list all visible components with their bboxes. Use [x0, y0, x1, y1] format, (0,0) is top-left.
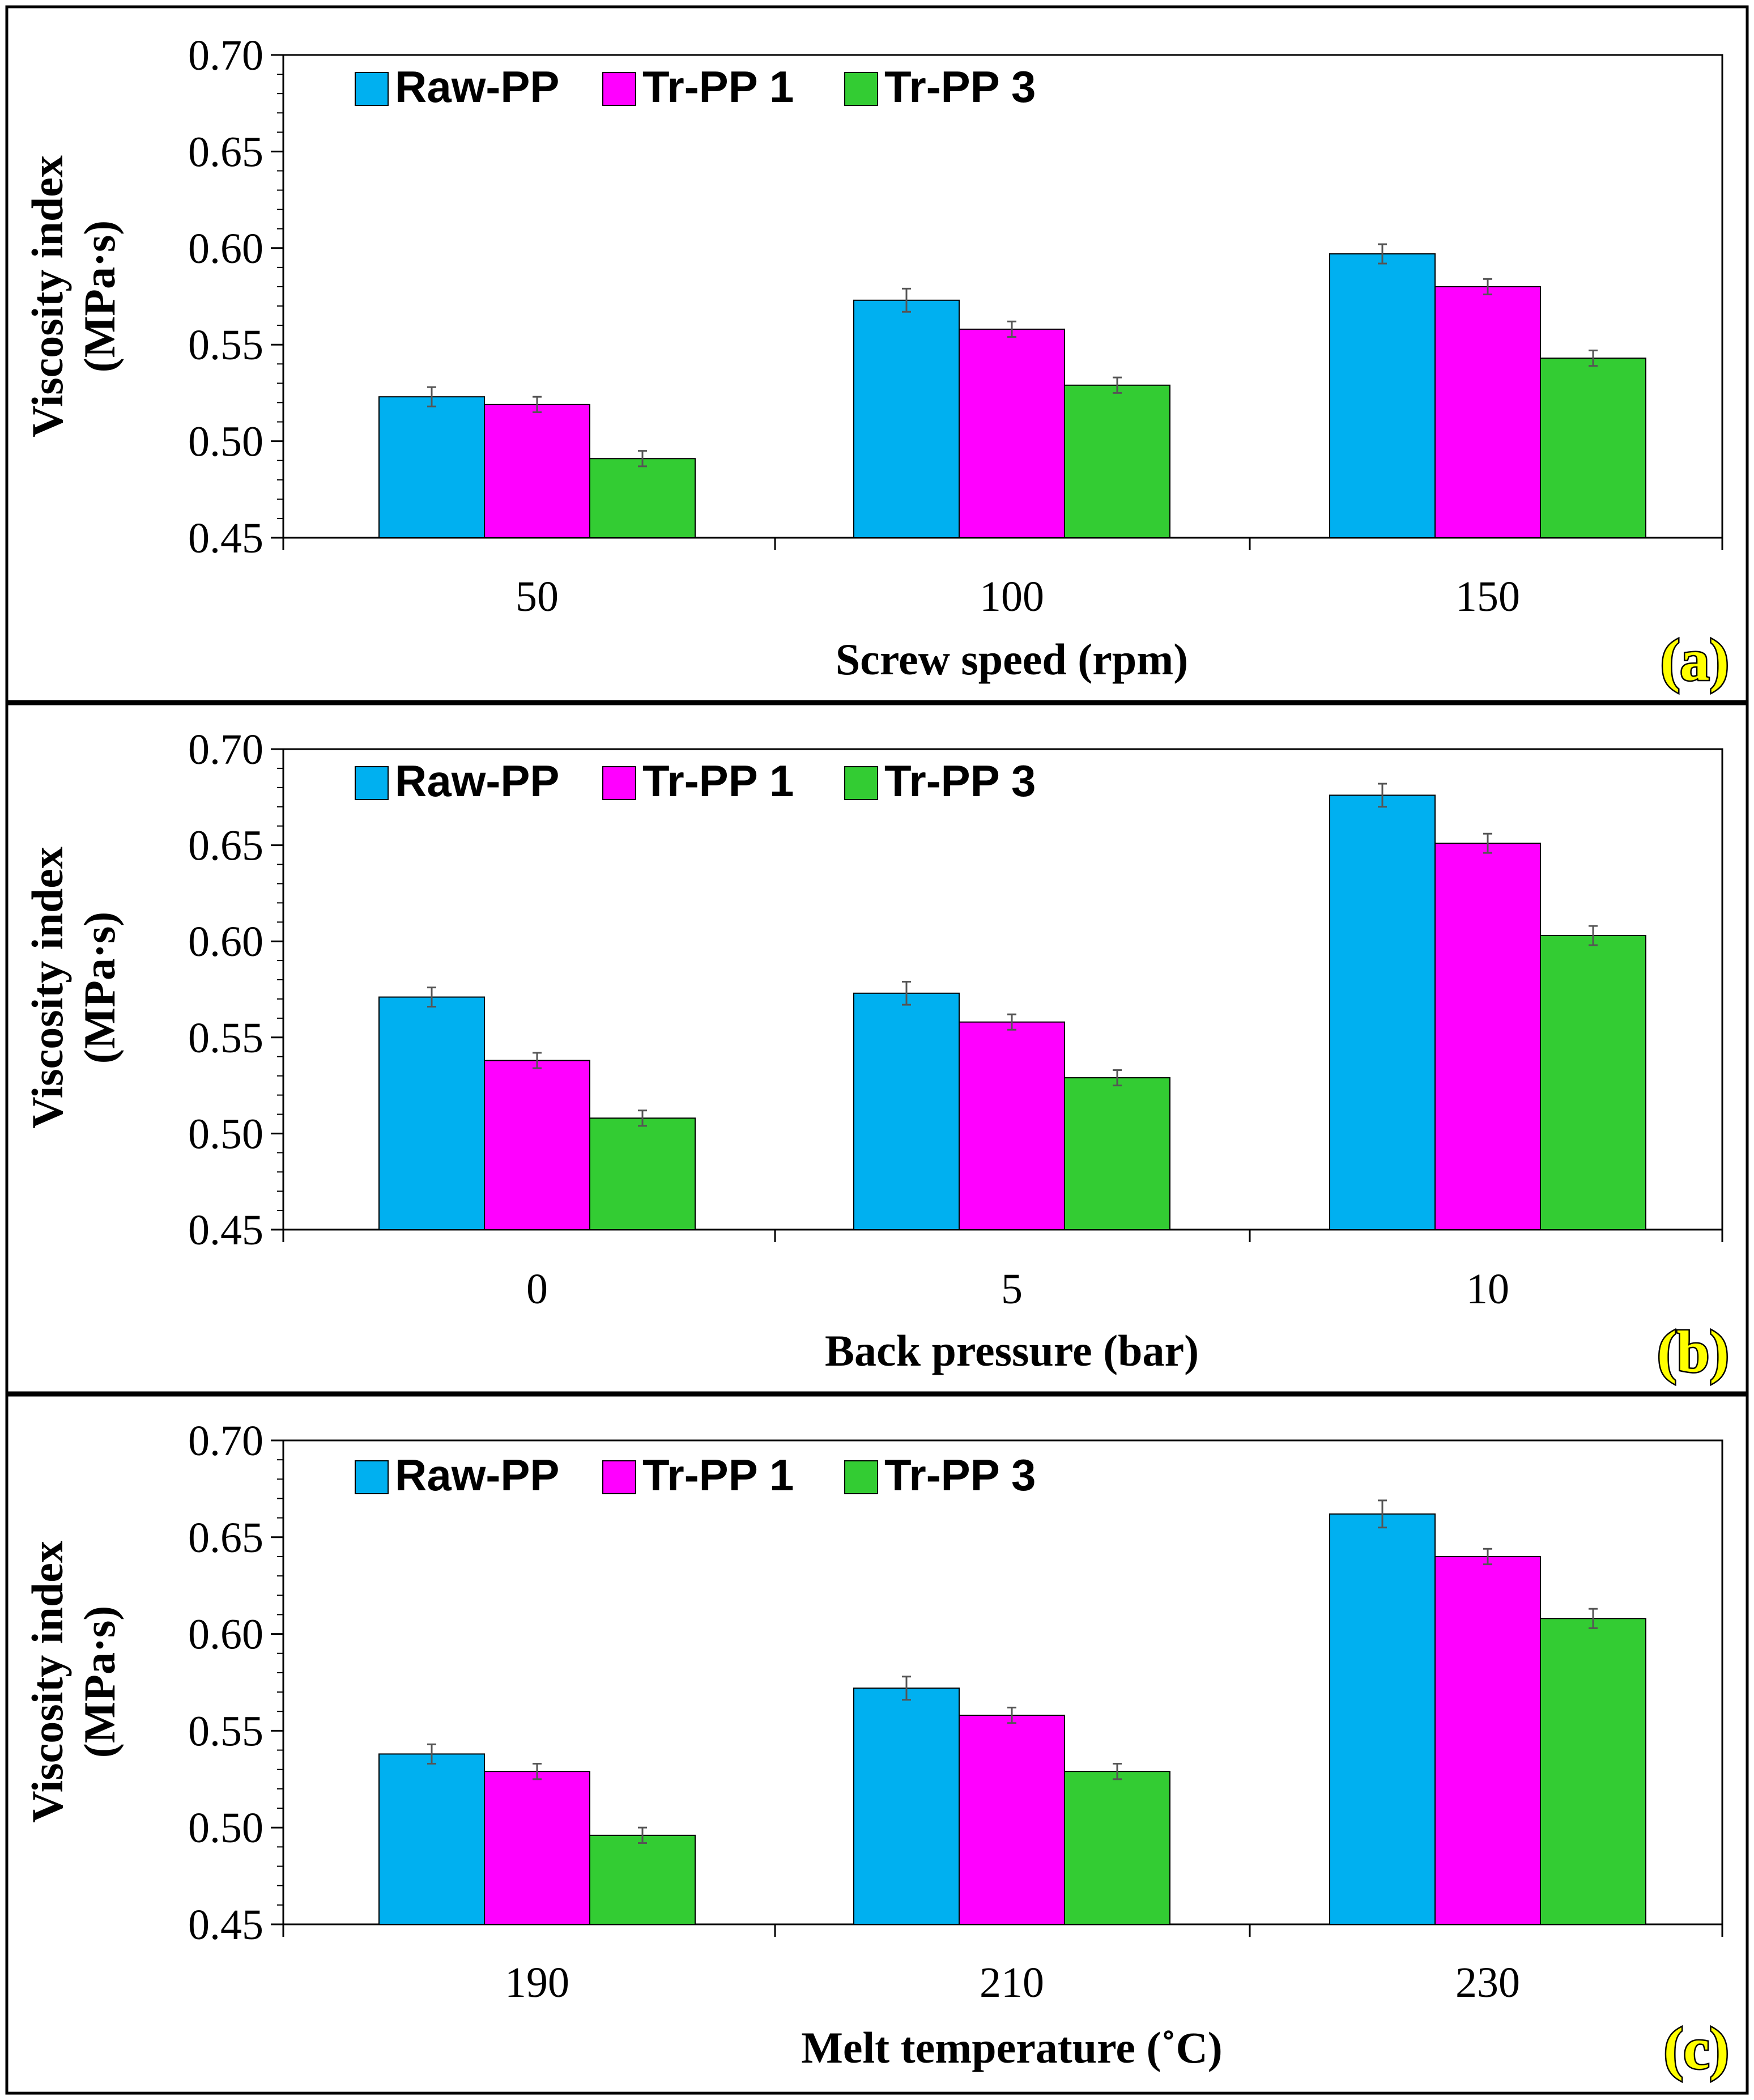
legend-swatch [355, 72, 389, 106]
legend-label: Tr-PP 1 [642, 756, 794, 806]
legend-swatch [355, 1460, 389, 1494]
y-tick-label: 0.65 [188, 1514, 263, 1562]
x-tick-label: 210 [980, 1959, 1044, 2007]
y-tick-label: 0.60 [188, 918, 263, 966]
x-tick-label: 0 [526, 1265, 548, 1313]
y-tick-label: 0.50 [188, 418, 263, 466]
bar-tr-pp-1 [959, 1021, 1065, 1230]
y-axis-title-line1: Viscosity index [23, 155, 72, 437]
legend-label: Raw-PP [395, 62, 559, 112]
y-tick-label: 0.55 [188, 1707, 263, 1755]
y-axis-title-line2: (MPa·s) [75, 1606, 124, 1758]
bar-tr-pp-3 [589, 1834, 696, 1925]
y-tick-label: 0.55 [188, 321, 263, 369]
bar-tr-pp-3 [589, 458, 696, 538]
bar-tr-pp-1 [1434, 286, 1541, 538]
x-tick-label: 100 [980, 573, 1044, 620]
legend-label: Tr-PP 3 [884, 756, 1036, 806]
bar-tr-pp-1 [1434, 843, 1541, 1230]
y-tick-label: 0.70 [188, 726, 263, 773]
legend-swatch [602, 72, 636, 106]
bar-raw-pp [1329, 794, 1436, 1230]
bar-tr-pp-1 [484, 1771, 590, 1925]
legend-swatch [602, 766, 636, 800]
bar-tr-pp-3 [1540, 935, 1646, 1230]
legend-swatch [844, 766, 878, 800]
bar-tr-pp-1 [959, 328, 1065, 538]
bar-raw-pp [1329, 253, 1436, 538]
y-tick-label: 0.55 [188, 1014, 263, 1062]
x-tick-label: 10 [1466, 1265, 1509, 1313]
panel-frame [5, 1394, 1749, 2095]
y-tick-label: 0.60 [188, 1611, 263, 1659]
bar-raw-pp [378, 996, 485, 1230]
bar-tr-pp-3 [1064, 1077, 1170, 1230]
y-tick-label: 0.60 [188, 225, 263, 273]
legend-label: Tr-PP 1 [642, 1450, 794, 1500]
y-tick-label: 0.50 [188, 1804, 263, 1852]
bar-tr-pp-1 [484, 403, 590, 539]
bar-tr-pp-3 [589, 1117, 696, 1230]
panel-frame [5, 5, 1749, 703]
x-tick-label: 5 [1001, 1265, 1023, 1313]
y-axis-title: Viscosity index (MPa·s) [23, 1541, 124, 1823]
bar-raw-pp [378, 1753, 485, 1925]
y-tick-label: 0.45 [188, 515, 263, 562]
y-tick-label: 0.65 [188, 128, 263, 176]
bar-tr-pp-3 [1540, 358, 1646, 539]
panel-label: (b) [1657, 1319, 1729, 1384]
x-tick-label: 190 [505, 1959, 569, 2007]
legend-label: Raw-PP [395, 756, 559, 806]
y-tick-label: 0.45 [188, 1901, 263, 1949]
y-axis-title-line1: Viscosity index [23, 847, 72, 1129]
panel-a: 0.45 0.50 0.55 0.60 0.65 0.70 50 100 150 Screw sp… [0, 0, 1754, 703]
bar-raw-pp [853, 299, 960, 538]
x-axis-title: Melt temperature (˚C) [801, 2023, 1223, 2072]
chart-c: 0.45 0.50 0.55 0.60 0.65 0.70 190 210 230 Melt te… [5, 1394, 1749, 2095]
legend-label: Tr-PP 1 [642, 62, 794, 112]
bar-tr-pp-1 [959, 1715, 1065, 1925]
bar-tr-pp-3 [1540, 1618, 1646, 1925]
bar-tr-pp-1 [484, 1060, 590, 1231]
legend-swatch [602, 1460, 636, 1494]
panel-b: 0.45 0.50 0.55 0.60 0.65 0.70 0 5 10 Back pressur… [0, 703, 1754, 1394]
x-tick-label: 150 [1455, 573, 1520, 620]
y-axis-title: Viscosity index (MPa·s) [23, 847, 124, 1129]
y-tick-label: 0.70 [188, 32, 263, 79]
x-axis-title: Back pressure (bar) [825, 1326, 1199, 1375]
y-tick-label: 0.50 [188, 1110, 263, 1158]
bar-tr-pp-3 [1064, 384, 1170, 538]
panel-label: (c) [1664, 2016, 1729, 2081]
legend-label: Tr-PP 3 [884, 1450, 1036, 1500]
y-tick-label: 0.70 [188, 1417, 263, 1465]
legend-swatch [844, 72, 878, 106]
y-tick-label: 0.65 [188, 822, 263, 870]
x-axis-title: Screw speed (rpm) [836, 635, 1188, 684]
bar-raw-pp [853, 1687, 960, 1925]
legend-label: Raw-PP [395, 1450, 559, 1500]
bar-raw-pp [378, 396, 485, 538]
panel-frame [5, 703, 1749, 1394]
panel-c: 0.45 0.50 0.55 0.60 0.65 0.70 190 210 230 Melt te… [0, 1394, 1754, 2100]
chart-a: 0.45 0.50 0.55 0.60 0.65 0.70 50 100 150 Screw sp… [5, 5, 1749, 703]
y-tick-label: 0.45 [188, 1206, 263, 1254]
bar-raw-pp [853, 992, 960, 1230]
legend-swatch [844, 1460, 878, 1494]
y-axis-title-line2: (MPa·s) [75, 220, 124, 373]
bar-tr-pp-3 [1064, 1771, 1170, 1925]
bar-tr-pp-1 [1434, 1555, 1541, 1925]
legend-swatch [355, 766, 389, 800]
bar-raw-pp [1329, 1513, 1436, 1925]
chart-b: 0.45 0.50 0.55 0.60 0.65 0.70 0 5 10 Back pressur… [5, 703, 1749, 1394]
legend-label: Tr-PP 3 [884, 62, 1036, 112]
y-axis-title: Viscosity index (MPa·s) [23, 155, 124, 437]
x-tick-label: 50 [516, 573, 559, 620]
y-axis-title-line1: Viscosity index [23, 1541, 72, 1823]
panel-label: (a) [1661, 628, 1729, 693]
y-axis-title-line2: (MPa·s) [75, 912, 124, 1064]
x-tick-label: 230 [1455, 1959, 1520, 2007]
